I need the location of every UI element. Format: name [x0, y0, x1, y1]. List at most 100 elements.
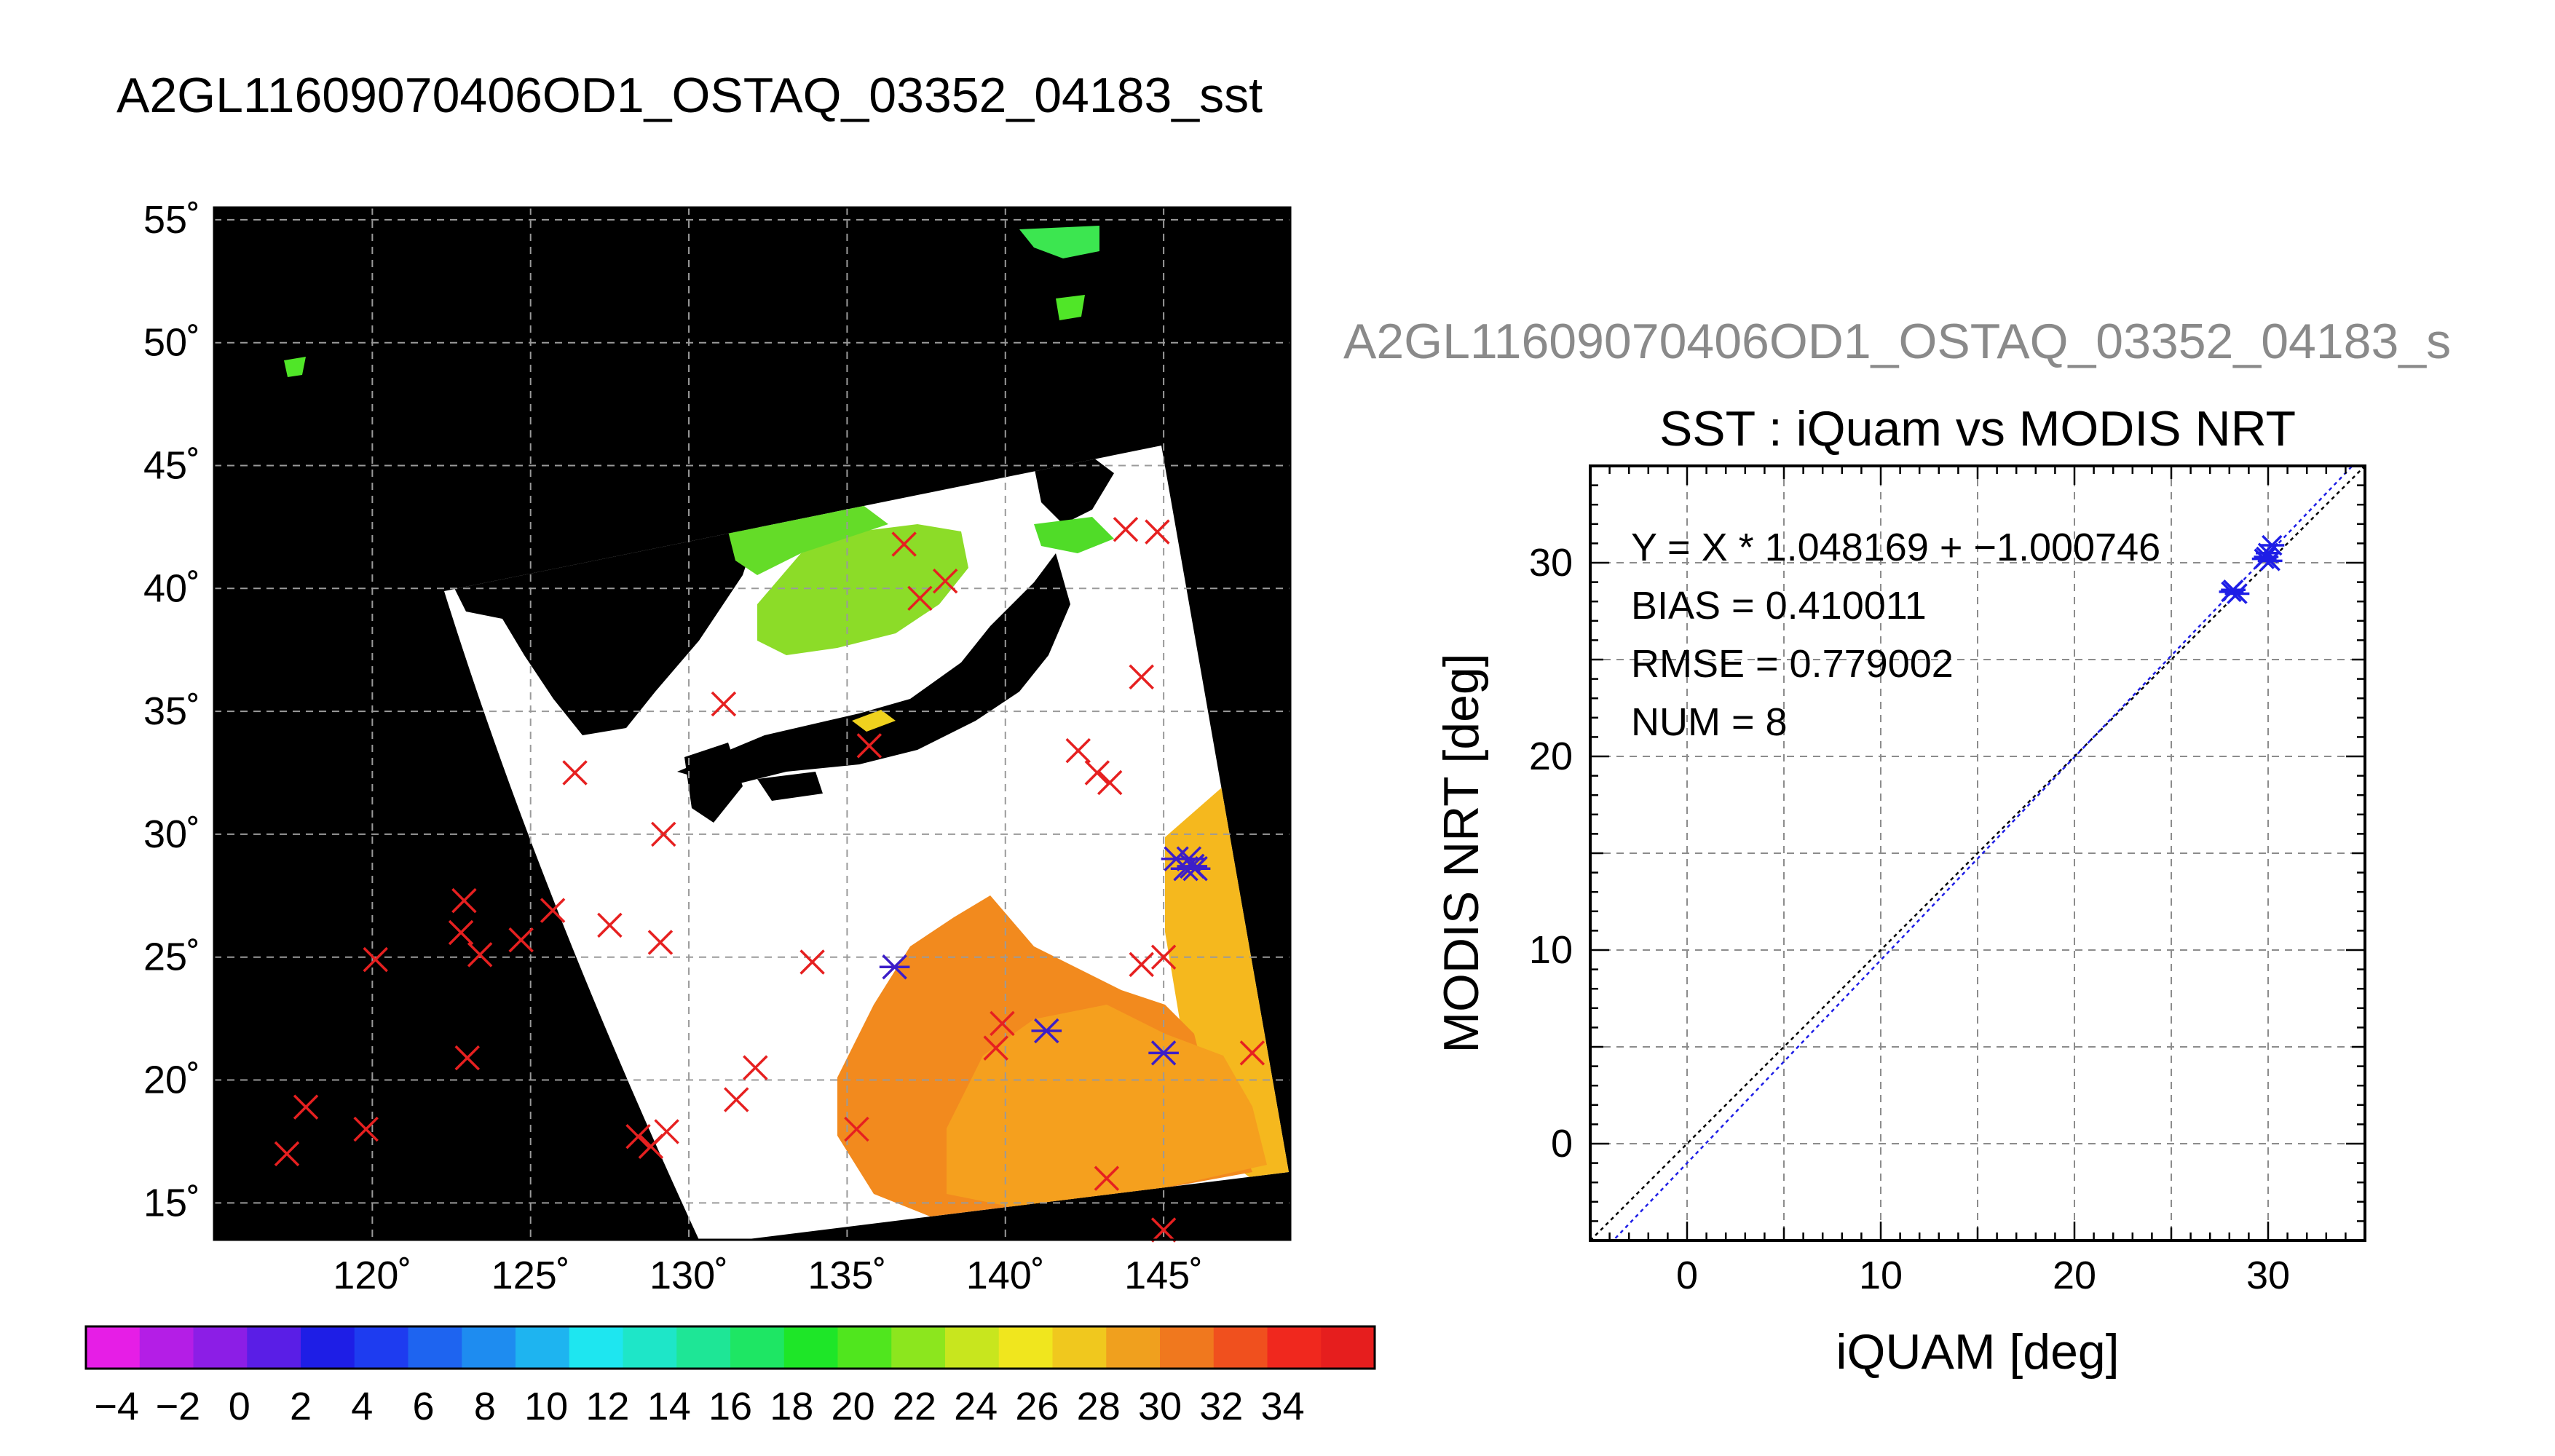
lon-tick-label: 130˚ [649, 1254, 728, 1297]
map-area [214, 207, 1290, 1240]
map-marker-red [454, 1045, 481, 1071]
map-marker-red [932, 568, 958, 594]
latitude-labels: 55˚ 50˚ 45˚ 40˚ 35˚ 30˚ 25˚ 20˚ 15˚ [143, 198, 200, 1224]
colorbar-swatch [354, 1326, 409, 1369]
map-marker-red [1097, 769, 1123, 796]
y-axis-label: MODIS NRT [deg] [1434, 653, 1489, 1053]
lon-tick-label: 120˚ [333, 1254, 411, 1297]
colorbar-swatch [1160, 1326, 1215, 1369]
map-marker-red [1150, 944, 1177, 970]
okhotsk-sea-sst [1019, 226, 1099, 258]
map-marker-red [451, 887, 477, 914]
colorbar-tick-label: −4 [94, 1385, 139, 1428]
colorbar-tick-label: 34 [1261, 1385, 1305, 1428]
japan-sea-sst-yellow [852, 710, 896, 732]
colorbar-tick-label: 20 [832, 1385, 875, 1428]
x-tick-label: 30 [2246, 1254, 2290, 1297]
japan-shikoku [757, 772, 823, 801]
colorbar-swatch [1321, 1326, 1375, 1369]
warm-sea-central [947, 1005, 1267, 1208]
colorbar-tick-label: 12 [585, 1385, 629, 1428]
map-marker-red [1129, 951, 1154, 978]
lat-tick-label: 15˚ [143, 1181, 200, 1224]
colorbar-swatch [676, 1326, 731, 1369]
map-marker-red [724, 1087, 749, 1112]
map-marker-red [647, 930, 674, 955]
colorbar-swatch [998, 1326, 1054, 1369]
colorbar-swatch [301, 1326, 355, 1369]
stats-annotations: Y = X * 1.048169 + −1.000746 BIAS = 0.410… [1631, 526, 2160, 744]
stats-annotation: BIAS = 0.410011 [1631, 584, 1927, 628]
map-marker-red [1150, 1217, 1177, 1243]
colorbar-tick-label: 10 [524, 1385, 568, 1428]
y-tick-label: 20 [1529, 735, 1573, 778]
map-marker-red [1094, 1166, 1120, 1191]
map-marker-red [597, 912, 623, 938]
map-marker-red [856, 733, 882, 759]
lat-tick-label: 20˚ [143, 1059, 200, 1102]
lat-tick-label: 35˚ [143, 689, 200, 733]
map-marker-red [907, 585, 933, 612]
map-marker-red [353, 1116, 379, 1142]
colorbar-swatch [408, 1326, 463, 1369]
page-title: A2GL11609070406OD1_OSTAQ_03352_04183_sst [117, 68, 1263, 123]
stats-annotation: Y = X * 1.048169 + −1.000746 [1631, 526, 2160, 569]
x-axis-label: iQUAM [deg] [1836, 1324, 2119, 1380]
map-marker-red [540, 898, 566, 923]
colorbar-swatch [891, 1326, 946, 1369]
map-grid [214, 207, 1290, 1240]
colorbar-swatch [1267, 1326, 1322, 1369]
colorbar-swatch [1052, 1326, 1107, 1369]
colorbar-tick-label: 18 [770, 1385, 813, 1428]
longitude-labels: 120˚ 125˚ 130˚ 135˚ 140˚ 145˚ [333, 1254, 1203, 1297]
japan-sea-sst [757, 524, 968, 655]
chart-grid [1590, 466, 2365, 1241]
map-marker-red [274, 1141, 300, 1167]
map-marker-red [651, 821, 676, 847]
lat-tick-label: 40˚ [143, 566, 200, 610]
map-marker-red [625, 1123, 651, 1150]
x-tick-label: 20 [2053, 1254, 2096, 1297]
axis-ticks: 0 10 20 30 0 10 20 30 [1529, 466, 2365, 1297]
map-marker-red [363, 946, 388, 973]
map-marker-red [844, 1116, 869, 1142]
map-marker-red [467, 942, 493, 968]
lat-tick-label: 55˚ [143, 198, 200, 242]
colorbar-swatch [193, 1326, 248, 1369]
colorbar-tick-label: 30 [1138, 1385, 1182, 1428]
colorbar-swatch [462, 1326, 516, 1369]
colorbar-swatch [945, 1326, 1000, 1369]
colorbar-tick-label: 28 [1077, 1385, 1121, 1428]
map-marker-red [562, 760, 588, 786]
lon-tick-label: 145˚ [1124, 1254, 1203, 1297]
colorbar-swatch [516, 1326, 570, 1369]
secondary-title: A2GL11609070406OD1_OSTAQ_03352_04183_s [1343, 314, 2452, 369]
colorbar-swatch [1106, 1326, 1161, 1369]
colorbar-tick-label: 16 [708, 1385, 752, 1428]
colorbar-swatch [730, 1326, 785, 1369]
map-marker-red [990, 1010, 1015, 1037]
map-marker-red [891, 531, 917, 557]
colorbar-swatch [623, 1326, 678, 1369]
lat-tick-label: 45˚ [143, 444, 200, 488]
x-tick-label: 0 [1676, 1254, 1698, 1297]
colorbar: −4 −2 0 2 4 6 8 10 12 14 16 18 20 22 24 26 28 30 32 34 [84, 1325, 1376, 1428]
colorbar-tick-label: 0 [229, 1385, 250, 1428]
map-marker-red [743, 1055, 768, 1080]
map-marker-red [983, 1035, 1008, 1061]
map-marker-red [1145, 519, 1170, 545]
map-marker-red [1065, 737, 1091, 764]
colorbar-tick-label: −2 [156, 1385, 201, 1428]
colorbar-swatch [1213, 1326, 1268, 1369]
colorbar-tick-label: 22 [893, 1385, 936, 1428]
japan-kyushu [684, 743, 743, 823]
colorbar-tick-label: 26 [1015, 1385, 1059, 1428]
colorbar-frame [84, 1325, 1376, 1370]
y-tick-label: 10 [1529, 928, 1573, 972]
colorbar-swatch [139, 1326, 194, 1369]
map-marker-red [654, 1119, 679, 1144]
map-marker-red [508, 927, 534, 953]
map-marker-red [711, 691, 737, 717]
colorbar-tick-label: 32 [1199, 1385, 1243, 1428]
